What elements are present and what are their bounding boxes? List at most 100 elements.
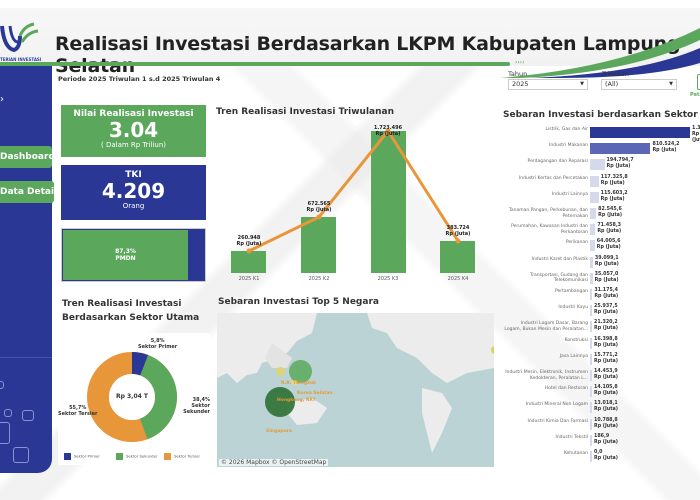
sector-row[interactable]: Industri Mesin, Elektronik, Instrumen Ke… — [503, 368, 700, 384]
kpi-investasi-card: Nilai Realisasi Investasi 3.04 ( Dalam R… — [61, 105, 206, 157]
sector-row[interactable]: Industri Mineral Non Logam 13.018,1 Rp (Ju… — [503, 400, 700, 416]
map-title: Sebaran Investasi Top 5 Negara — [218, 297, 379, 307]
kpi-investasi-unit: ( Dalam Rp Triliun) — [100, 141, 166, 149]
sector-row[interactable]: Industri Karet dan Plastik 39.099,1 Rp (Ju… — [503, 255, 700, 271]
sector-row[interactable]: Transportasi, Gudang dan Telekomunikasi 3… — [503, 271, 700, 287]
sector-row[interactable]: Pertambangan 31.175,4 Rp (Juta) — [503, 287, 700, 303]
marker-hongkong[interactable] — [265, 387, 295, 417]
sector-row[interactable]: Industri Kimia Dan Farmasi 10.788,8 Rp (Ju… — [503, 417, 700, 433]
donut[interactable] — [86, 351, 178, 443]
label-tersier: 55,7% Sektor Tersier — [58, 405, 98, 417]
sector-row[interactable]: Perumahan, Kawasan Industri dan Perkanto… — [503, 222, 700, 238]
map-label-tiongkok: R.R. Tiongkok — [281, 381, 317, 386]
sidebar-item-data-detail[interactable]: Data Detail — [0, 181, 57, 203]
square-decoration — [0, 381, 4, 389]
sector-row[interactable]: Industri Kayu 25.937,5 Rp (Juta) — [503, 303, 700, 319]
donut-center-label: Rp 3,04 T — [116, 393, 148, 400]
triwulan-dropdown[interactable]: (All) ▼ — [601, 79, 677, 90]
sector-value: 35.057,0 Rp (Juta) — [594, 271, 619, 283]
sector-row[interactable]: Hotel dan Restoran 14.105,8 Rp (Juta) — [503, 384, 700, 400]
x-label-k4: 2025 K4 — [447, 276, 469, 282]
sector-row[interactable]: Konstruksi 16.398,8 Rp (Juta) — [503, 336, 700, 352]
sector-name: Listrik, Gas dan Air — [545, 127, 588, 132]
sector-bar[interactable] — [590, 159, 605, 171]
sector-row[interactable]: Jasa Lainnya 15.771,2 Rp (Juta) — [503, 352, 700, 368]
value-label-k3: 1.723.496 Rp (Juta) — [373, 125, 403, 137]
sector-name: Transportasi, Gudang dan Telekomunikasi — [530, 272, 588, 284]
sector-bar[interactable] — [590, 353, 592, 365]
header-divider — [0, 62, 510, 66]
sector-row[interactable]: Industri Makanan 810.524,2 Rp (Juta) — [503, 141, 700, 157]
tahun-dropdown[interactable]: 2025 ▼ — [508, 79, 588, 90]
world-map-land — [217, 313, 494, 453]
sector-row[interactable]: Perikanan 64.005,6 Rp (Juta) — [503, 238, 700, 254]
investment-map[interactable]: R.R. Tiongkok Hongkong, RRT Korea Selata… — [217, 313, 494, 467]
sector-bar[interactable] — [590, 175, 599, 187]
marker-edge[interactable] — [491, 346, 494, 354]
legend-tersier: Sektor Tersier — [164, 453, 200, 460]
sector-row[interactable]: Industri Logam Dasar, Barang Logam, Buka… — [503, 319, 700, 335]
sector-row[interactable]: Industri Lainnya 115.603,2 Rp (Juta) — [503, 190, 700, 206]
sector-row[interactable]: Kehutanan 0,0 Rp (Juta) — [503, 449, 700, 465]
sector-name: Industri Kertas dan Percetakan — [518, 175, 588, 181]
sector-value: 194.794,7 Rp (Juta) — [606, 158, 634, 170]
sector-name: Industri Mesin, Elektronik, Instrumen Ke… — [505, 370, 588, 381]
bar-k1[interactable] — [231, 251, 266, 273]
dropdown-arrow-icon: ▼ — [580, 81, 584, 87]
sector-name: Industri Lainnya — [551, 191, 588, 197]
square-decoration — [22, 410, 34, 421]
map-credit: © 2026 Mapbox © OpenStreetMap — [219, 459, 329, 466]
kpi-investasi-value: 3.04 — [108, 118, 159, 142]
pmdn-label: PMDN — [115, 255, 136, 262]
bar-k2[interactable] — [301, 217, 336, 273]
sector-value: 71.458,3 Rp (Juta) — [597, 223, 622, 235]
marker-small[interactable] — [292, 380, 297, 385]
pmdn-percent: 87,3% — [115, 248, 136, 255]
bar-k3[interactable] — [371, 131, 406, 273]
marker-korea[interactable] — [289, 360, 312, 383]
sidebar-item-dashboard[interactable]: Dashboard — [0, 146, 55, 168]
sector-name: Industri Karet dan Plastik — [531, 256, 588, 262]
sector-name: Tanaman Pangan, Perkebunan, dan Peternak… — [508, 208, 588, 219]
sector-bar[interactable] — [590, 191, 599, 203]
sector-bar[interactable] — [590, 434, 592, 446]
sector-row[interactable]: Perdagangan dan Reparasi 194.794,7 Rp (Jut… — [503, 157, 700, 173]
sector-bar[interactable] — [590, 337, 592, 349]
sector-row[interactable]: Industri Tekstil 186,9 Rp (Juta) — [503, 433, 700, 449]
sector-value: 10.788,8 Rp (Juta) — [594, 417, 618, 429]
sector-row[interactable]: Industri Kertas dan Percetakan 117.325,8 R… — [503, 174, 700, 190]
sector-bar[interactable] — [590, 418, 592, 430]
sector-name: Pertambangan — [554, 289, 588, 294]
sector-bar[interactable] — [590, 208, 597, 219]
sector-bar[interactable] — [590, 386, 592, 398]
sector-value: 15.771,2 Rp (Juta) — [594, 352, 618, 364]
triwulan-label: Triwulan — [602, 70, 629, 78]
sector-bar[interactable] — [590, 370, 592, 381]
sector-bar[interactable] — [590, 143, 651, 155]
legend-primer: Sektor Primer — [64, 453, 100, 460]
sector-row[interactable]: Tanaman Pangan, Perkebunan, dan Peternak… — [503, 206, 700, 222]
sector-name: Industri Logam Dasar, Barang Logam, Buka… — [504, 321, 588, 332]
sector-chart-title: Sebaran Investasi berdasarkan Sektor — [503, 110, 698, 120]
sector-bar[interactable] — [590, 240, 595, 252]
sector-bar[interactable] — [590, 321, 592, 333]
sector-bar[interactable] — [590, 305, 592, 317]
sector-name: Perikanan — [565, 240, 588, 246]
sector-bar[interactable] — [590, 402, 592, 414]
marker-tiongkok[interactable] — [276, 367, 285, 376]
kpi-tki-value: 4.209 — [101, 179, 166, 203]
map-button[interactable] — [697, 74, 700, 90]
map-button-label[interactable]: Peta — [690, 92, 700, 98]
tahun-label: Tahun — [508, 70, 528, 78]
sector-bar[interactable] — [590, 256, 593, 268]
collapse-arrow-icon[interactable]: › — [0, 94, 4, 105]
bar-k4[interactable] — [440, 241, 475, 273]
sector-bar[interactable] — [590, 127, 690, 138]
quarterly-chart-title: Tren Realisasi Investasi Triwulanan — [216, 107, 394, 117]
sector-bar[interactable] — [590, 289, 593, 300]
sector-row[interactable]: Listrik, Gas dan Air 1.34...Rp (Juta) — [503, 125, 700, 143]
sector-bar[interactable] — [590, 224, 596, 236]
sector-bar[interactable] — [590, 451, 592, 462]
kpi-tki-label: TKI — [125, 170, 142, 180]
sector-bar[interactable] — [590, 272, 593, 284]
